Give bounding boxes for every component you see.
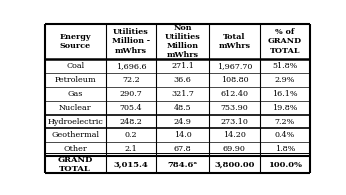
Text: 48.5: 48.5	[174, 104, 191, 112]
Text: Petroleum: Petroleum	[54, 76, 96, 84]
Text: Geothermal: Geothermal	[51, 131, 99, 139]
Text: Utilities
Million -
mWhrs: Utilities Million - mWhrs	[112, 28, 150, 55]
Text: 16.1%: 16.1%	[272, 90, 298, 98]
Text: 248.2: 248.2	[119, 118, 142, 126]
Text: 67.8: 67.8	[174, 145, 191, 153]
Text: GRAND
TOTAL: GRAND TOTAL	[57, 156, 93, 173]
Text: 72.2: 72.2	[122, 76, 140, 84]
Text: Nuclear: Nuclear	[59, 104, 91, 112]
Text: Other: Other	[63, 145, 87, 153]
Text: 0.2: 0.2	[125, 131, 137, 139]
Text: 784.6ᵃ: 784.6ᵃ	[167, 161, 198, 169]
Text: 69.90: 69.90	[223, 145, 246, 153]
Text: 100.0%: 100.0%	[268, 161, 302, 169]
Text: 14.0: 14.0	[174, 131, 191, 139]
Text: 612.40: 612.40	[220, 90, 248, 98]
Text: Total
mWhrs: Total mWhrs	[218, 33, 251, 50]
Text: 1.8%: 1.8%	[275, 145, 295, 153]
Text: Coal: Coal	[66, 62, 84, 70]
Text: Gas: Gas	[67, 90, 83, 98]
Text: % of
GRAND
TOTAL: % of GRAND TOTAL	[268, 28, 302, 55]
Text: 705.4: 705.4	[120, 104, 142, 112]
Text: 1,696.6: 1,696.6	[116, 62, 146, 70]
Text: 108.80: 108.80	[221, 76, 248, 84]
Text: Non
Utilities
Million
mWhrs: Non Utilities Million mWhrs	[165, 24, 201, 59]
Text: 753.90: 753.90	[220, 104, 248, 112]
Text: Energy
Source: Energy Source	[60, 33, 91, 50]
Text: 321.7: 321.7	[171, 90, 194, 98]
Text: 7.2%: 7.2%	[275, 118, 295, 126]
Text: 14.20: 14.20	[223, 131, 246, 139]
Text: 0.4%: 0.4%	[275, 131, 295, 139]
Text: 36.6: 36.6	[174, 76, 192, 84]
Text: 3,015.4: 3,015.4	[113, 161, 148, 169]
Text: 290.7: 290.7	[119, 90, 142, 98]
Text: Hydroelectric: Hydroelectric	[47, 118, 103, 126]
Text: 2.9%: 2.9%	[275, 76, 295, 84]
Text: 2.1: 2.1	[125, 145, 137, 153]
Text: 271.1: 271.1	[171, 62, 194, 70]
Text: 1,967.70: 1,967.70	[217, 62, 252, 70]
Text: 51.8%: 51.8%	[272, 62, 298, 70]
Text: 3,800.00: 3,800.00	[214, 161, 255, 169]
Text: 19.8%: 19.8%	[272, 104, 298, 112]
Text: 24.9: 24.9	[174, 118, 192, 126]
Text: 273.10: 273.10	[220, 118, 248, 126]
